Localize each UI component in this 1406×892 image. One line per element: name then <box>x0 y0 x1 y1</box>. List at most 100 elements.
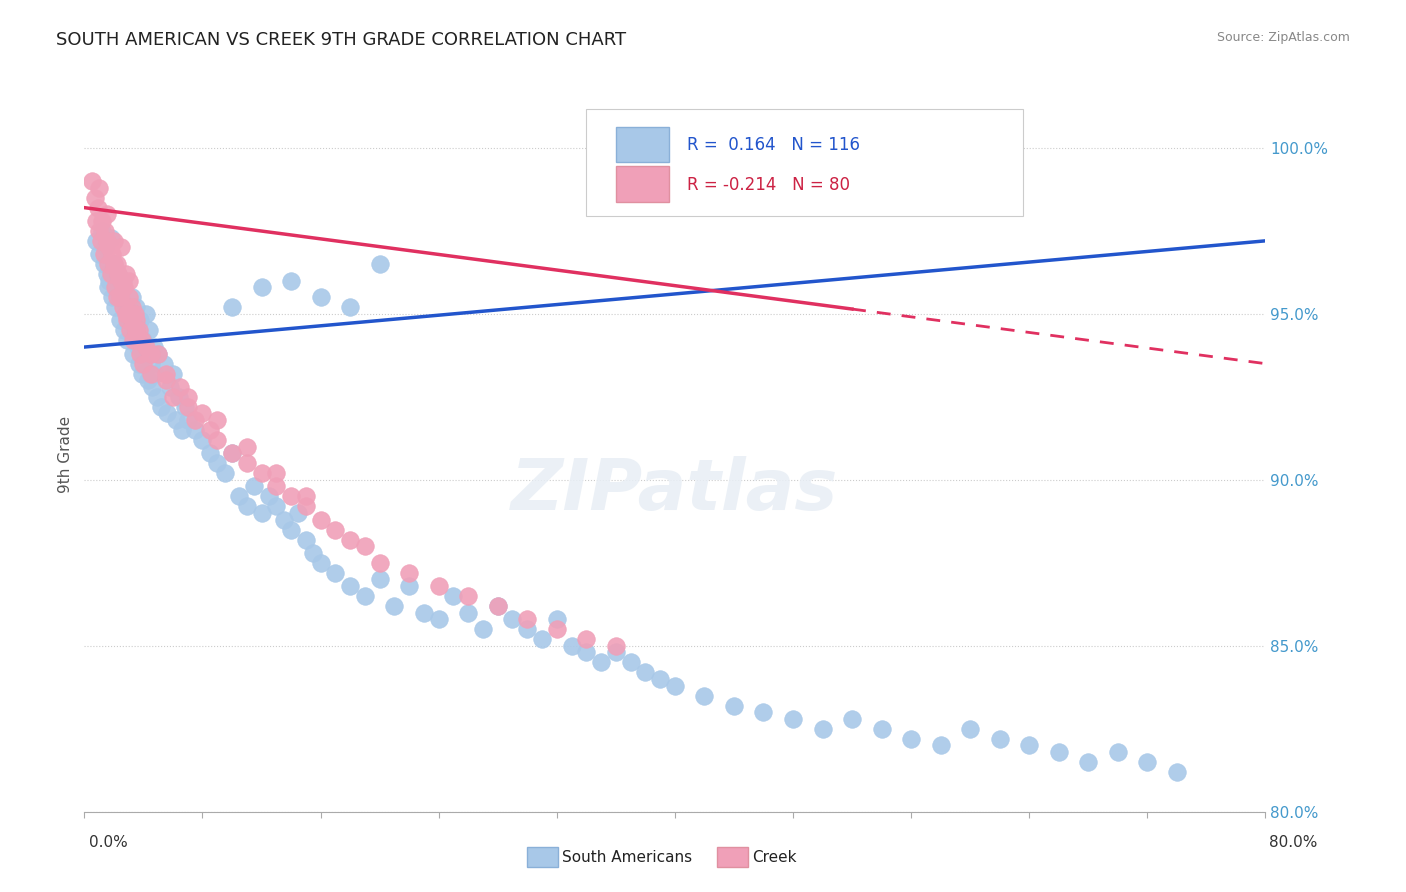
Point <box>457 606 479 620</box>
Point <box>169 380 191 394</box>
Point <box>101 247 124 261</box>
Point <box>273 513 295 527</box>
Point <box>214 466 236 480</box>
Point <box>142 340 165 354</box>
Point <box>782 712 804 726</box>
Point <box>619 656 641 670</box>
Point <box>120 313 142 327</box>
Point <box>486 599 509 613</box>
Point <box>870 722 893 736</box>
Point <box>156 406 179 420</box>
Point <box>105 290 128 304</box>
Point <box>155 373 177 387</box>
Point <box>104 280 127 294</box>
Point <box>108 290 131 304</box>
Point <box>427 579 450 593</box>
Point <box>988 731 1011 746</box>
Point <box>648 672 672 686</box>
Point <box>264 500 288 514</box>
Point <box>141 380 163 394</box>
Point <box>531 632 554 647</box>
Point <box>250 506 273 520</box>
Point <box>243 479 266 493</box>
Point <box>153 357 176 371</box>
Point <box>382 599 406 613</box>
Point <box>339 579 361 593</box>
Point <box>162 390 184 404</box>
Point <box>235 440 259 454</box>
Point <box>184 413 207 427</box>
Point <box>280 523 302 537</box>
Point <box>250 466 273 480</box>
Point <box>605 639 627 653</box>
FancyBboxPatch shape <box>586 109 1024 216</box>
Point <box>235 456 259 470</box>
Point <box>97 257 120 271</box>
Point <box>257 490 280 504</box>
Point <box>368 257 391 271</box>
Point <box>134 347 156 361</box>
Point <box>131 334 153 348</box>
Point <box>1107 745 1129 759</box>
Point <box>501 612 523 626</box>
Point <box>191 406 214 420</box>
Point <box>205 433 228 447</box>
Point <box>114 300 136 314</box>
Point <box>295 500 318 514</box>
Text: R = -0.214   N = 80: R = -0.214 N = 80 <box>686 177 849 194</box>
Point <box>87 180 111 194</box>
Point <box>205 413 228 427</box>
Point <box>100 230 122 244</box>
Point <box>841 712 863 726</box>
Point <box>546 612 568 626</box>
Point <box>105 280 128 294</box>
Point <box>264 479 288 493</box>
Point <box>107 267 129 281</box>
Point <box>309 513 332 527</box>
Point <box>1136 755 1159 769</box>
Point <box>287 506 309 520</box>
Text: 80.0%: 80.0% <box>1270 836 1317 850</box>
Point <box>177 390 200 404</box>
Text: 0.0%: 0.0% <box>89 836 128 850</box>
Point <box>104 300 127 314</box>
Point <box>1047 745 1070 759</box>
Point <box>121 290 143 304</box>
Point <box>155 367 177 381</box>
Point <box>634 665 657 680</box>
Point <box>96 207 118 221</box>
Point <box>118 274 141 288</box>
Point <box>131 367 153 381</box>
Point <box>100 267 122 281</box>
Point <box>98 274 121 288</box>
Text: SOUTH AMERICAN VS CREEK 9TH GRADE CORRELATION CHART: SOUTH AMERICAN VS CREEK 9TH GRADE CORREL… <box>56 31 626 49</box>
Point <box>91 224 114 238</box>
Point <box>228 490 250 504</box>
Point <box>87 247 111 261</box>
Point <box>339 533 361 547</box>
Point <box>339 300 361 314</box>
Point <box>125 300 148 314</box>
Point <box>136 373 159 387</box>
Point <box>143 367 166 381</box>
Point <box>115 313 138 327</box>
Point <box>122 334 145 348</box>
Point <box>198 446 221 460</box>
Point <box>664 679 686 693</box>
Point <box>115 334 138 348</box>
Point <box>139 357 162 371</box>
Point <box>546 622 568 636</box>
Point <box>723 698 745 713</box>
Point <box>398 566 420 580</box>
Point <box>83 191 105 205</box>
Point <box>811 722 834 736</box>
Point <box>575 645 598 659</box>
Point <box>173 400 195 414</box>
Point <box>120 323 142 337</box>
Point <box>221 446 243 460</box>
Point <box>605 645 627 659</box>
Point <box>159 380 181 394</box>
Point <box>148 347 170 361</box>
Point <box>128 323 150 337</box>
Bar <box>616 166 669 202</box>
